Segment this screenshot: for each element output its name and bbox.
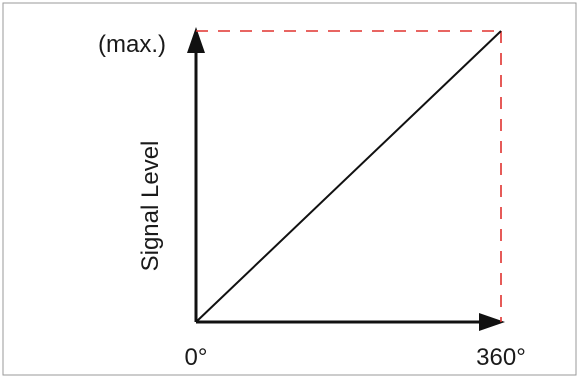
- x-tick-label-start: 0°: [185, 344, 208, 371]
- chart-marks: [195, 30, 502, 323]
- axes: [187, 27, 505, 331]
- y-axis-title: Signal Level: [137, 141, 164, 272]
- y-max-label: (max.): [98, 31, 166, 58]
- x-tick-label-end: 360°: [476, 344, 526, 371]
- series-line-0: [195, 30, 502, 323]
